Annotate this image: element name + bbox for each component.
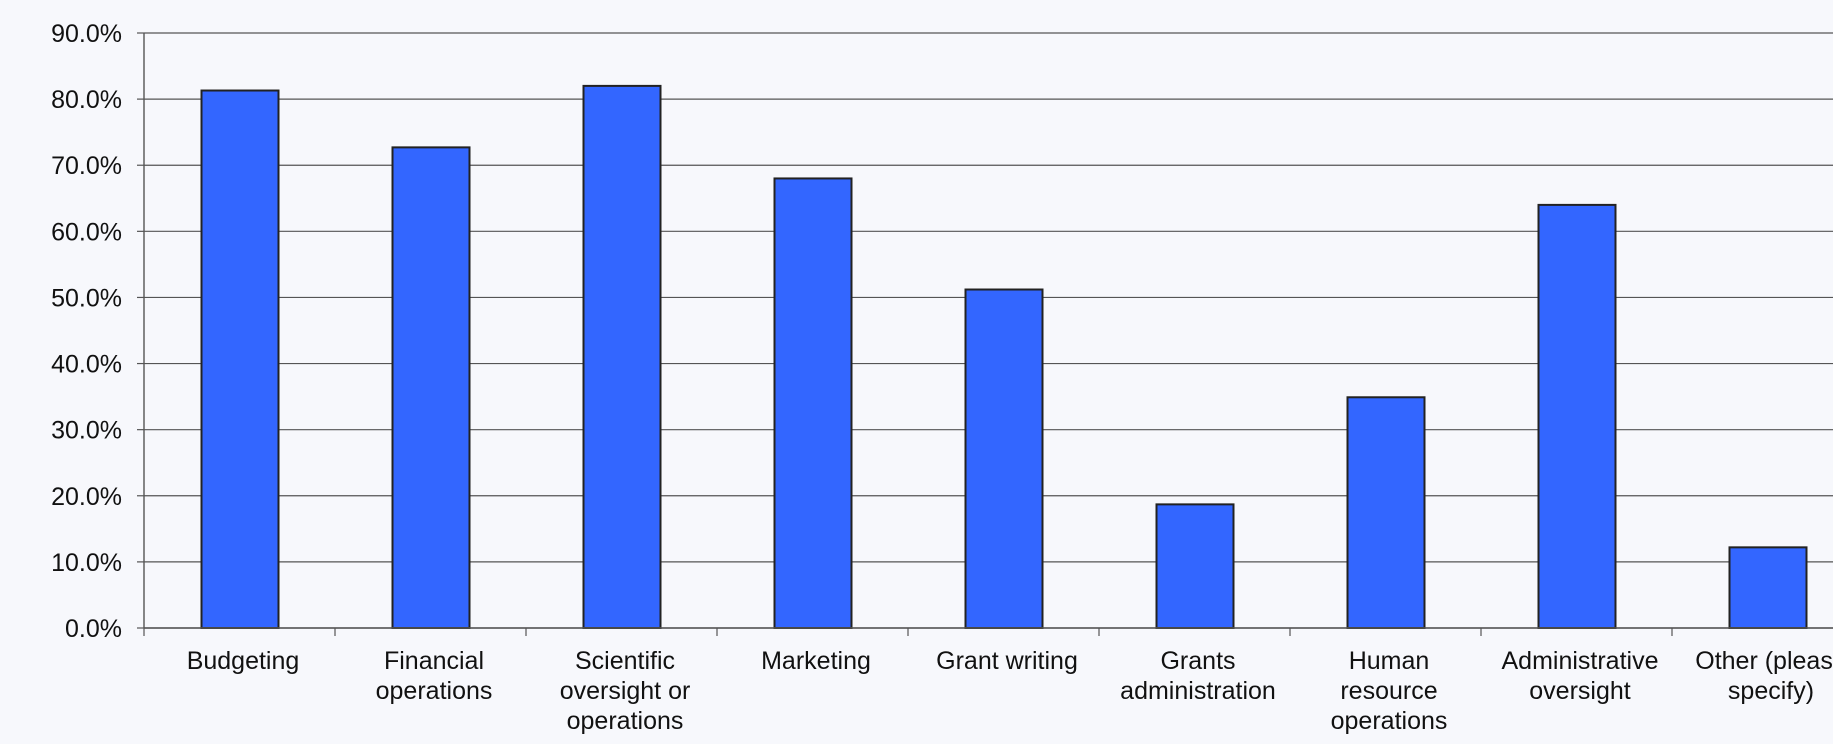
- y-tick-label: 40.0%: [51, 351, 122, 379]
- bar: [582, 84, 662, 629]
- bar: [964, 288, 1044, 629]
- bar: [200, 89, 280, 630]
- bar: [1346, 396, 1426, 629]
- x-tick-label: Grants administration: [1120, 647, 1276, 705]
- y-tick-label: 80.0%: [51, 86, 122, 114]
- y-tick-label: 50.0%: [51, 284, 122, 312]
- bar: [1728, 546, 1808, 629]
- x-tick-label: Other (please specify): [1695, 647, 1833, 705]
- y-tick-label: 60.0%: [51, 218, 122, 246]
- y-tick-label: 20.0%: [51, 483, 122, 511]
- x-tick-labels: Budgeting Financial operations Scientific ov…: [187, 647, 1833, 735]
- bars: [200, 84, 1808, 630]
- x-tick-label: Scientific oversight or operations: [560, 647, 691, 735]
- y-tick-label: 0.0%: [65, 615, 122, 643]
- y-tick-label: 70.0%: [51, 152, 122, 180]
- x-tick-label: Grant writing: [936, 647, 1078, 675]
- axes: [137, 32, 1833, 636]
- bar: [773, 177, 853, 629]
- bar: [1155, 503, 1235, 629]
- x-tick-label: Marketing: [761, 647, 871, 675]
- x-tick-label: Financial operations: [376, 647, 493, 705]
- y-tick-labels: 0.0% 10.0% 20.0% 30.0% 40.0% 50.0% 60.0% 70.0% 8…: [51, 20, 122, 643]
- x-tick-label: Human resource operations: [1331, 647, 1448, 735]
- y-tick-label: 10.0%: [51, 549, 122, 577]
- bar: [391, 146, 471, 629]
- bar: [1537, 203, 1617, 629]
- y-tick-label: 90.0%: [51, 20, 122, 48]
- x-tick-label: Budgeting: [187, 647, 300, 675]
- y-tick-label: 30.0%: [51, 417, 122, 445]
- x-tick-label: Administrative oversight: [1502, 647, 1659, 705]
